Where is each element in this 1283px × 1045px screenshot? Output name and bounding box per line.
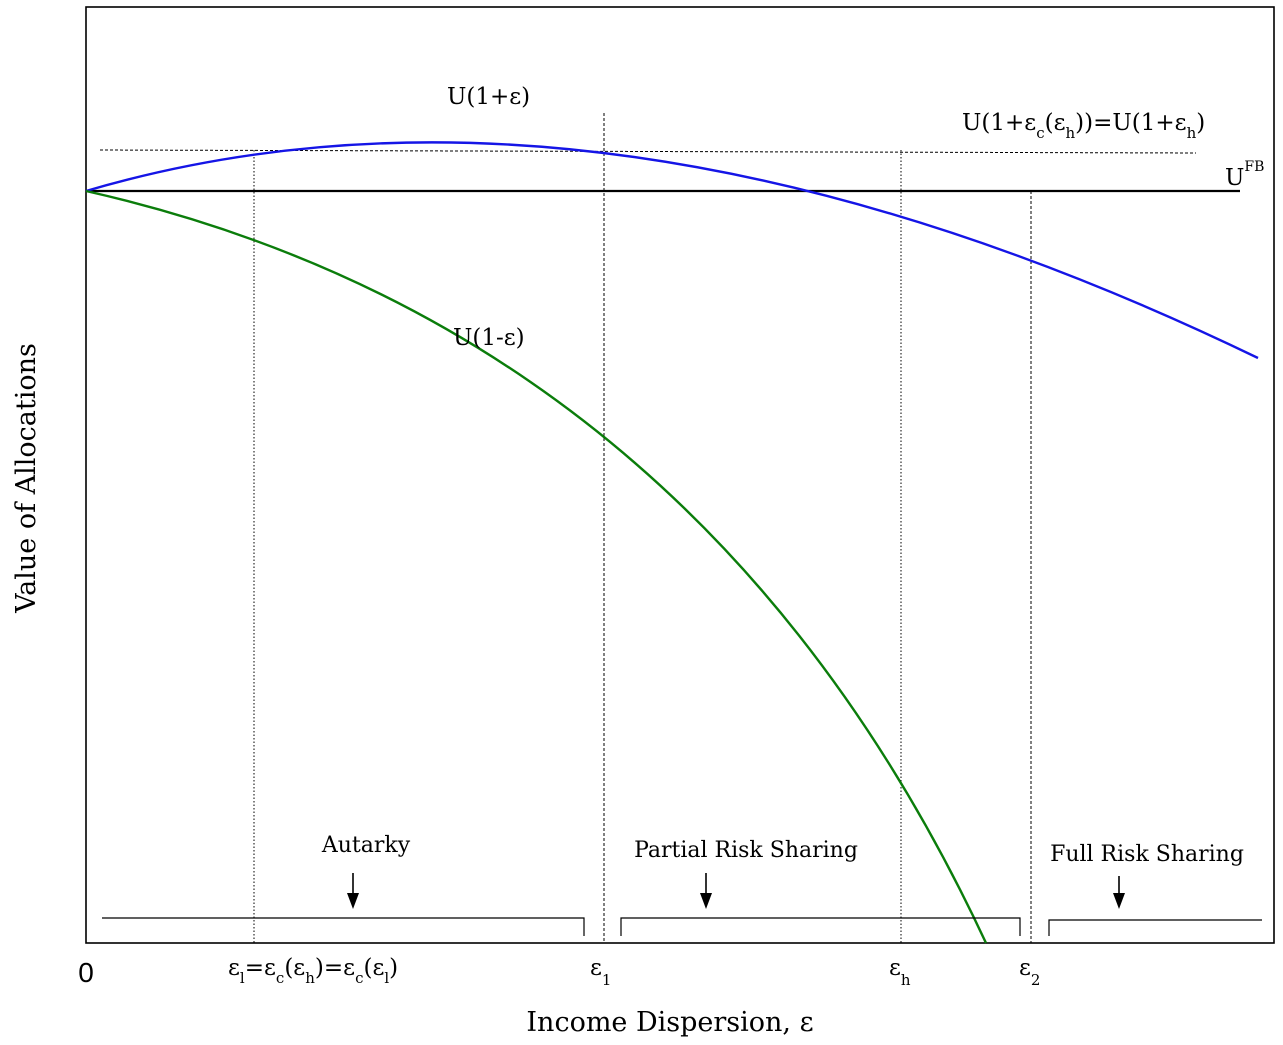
tick-eps-l: εl=εc(εh)=εc(εl) <box>228 955 398 987</box>
autarky-arrow <box>347 873 359 909</box>
full-risk-sharing-arrow <box>1113 876 1125 909</box>
threshold-label: U(1+εc(εh))=U(1+εh) <box>962 110 1205 142</box>
plot-frame <box>85 6 1275 944</box>
lower-curve-label: U(1-ε) <box>453 325 525 351</box>
y-axis-title: Value of Allocations <box>11 343 42 614</box>
upper-utility-curve <box>85 141 1259 360</box>
x-axis-title: Income Dispersion, ε <box>526 1007 813 1038</box>
lower-utility-curve <box>85 189 988 944</box>
region-label-partial: Partial Risk Sharing <box>634 838 858 863</box>
partial-risk-sharing-arrow <box>700 873 712 909</box>
region-label-full: Full Risk Sharing <box>1050 842 1244 867</box>
full-risk-sharing-bracket <box>1048 919 1262 936</box>
tick-eps-h: εh <box>889 955 911 989</box>
partial-risk-sharing-bracket <box>620 917 1021 936</box>
region-label-autarky: Autarky <box>321 833 411 858</box>
autarky-bracket <box>102 917 585 936</box>
origin-label: 0 <box>78 957 94 988</box>
tick-eps-1: ε1 <box>590 955 611 989</box>
first-best-label: UFB <box>1225 159 1264 191</box>
tick-eps-2: ε2 <box>1019 955 1040 989</box>
upper-curve-label: U(1+ε) <box>447 84 530 110</box>
